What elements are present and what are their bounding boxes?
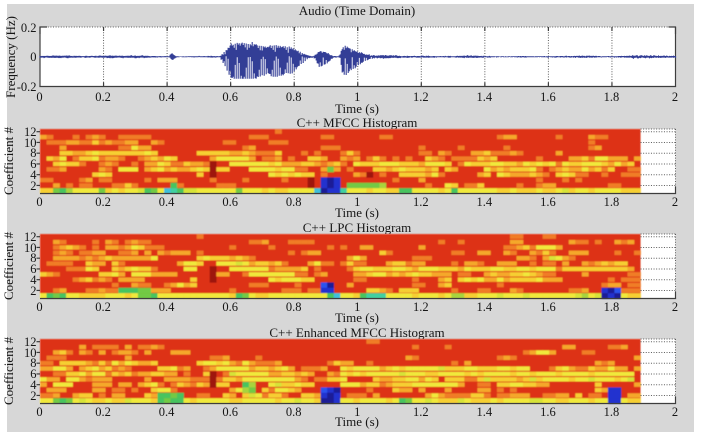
x-tick-label: 0.6	[222, 405, 238, 419]
y-tick-label: 10	[24, 240, 37, 255]
x-tick-label: 0.4	[158, 90, 175, 104]
x-tick-label: 1	[354, 90, 361, 104]
x-tick-label: 2	[671, 405, 679, 419]
audio-title: Audio (Time Domain)	[298, 2, 416, 18]
x-tick-label: 2	[671, 195, 679, 209]
x-tick-label: 0	[36, 300, 43, 314]
x-tick-label: 2	[671, 300, 679, 314]
x-tick-label: 0.2	[95, 300, 111, 314]
lpc-heatmap-plot	[36, 233, 676, 299]
x-tick-label: 0.8	[285, 90, 302, 104]
y-tick-label: 6	[30, 262, 37, 277]
lpc-x-axis-label: Time (s)	[335, 309, 379, 325]
x-tick-label: 0.2	[95, 90, 111, 104]
x-tick-label: 1	[354, 405, 361, 419]
mfcc-x-axis-label: Time (s)	[335, 204, 379, 220]
x-tick-label: 0.2	[95, 195, 111, 209]
y-tick-label: 8	[30, 251, 37, 266]
audio-x-axis-label: Time (s)	[335, 100, 379, 116]
x-tick-label: 0.8	[285, 195, 302, 209]
x-tick-label: 0.6	[222, 300, 238, 314]
x-tick-label: 0.4	[158, 405, 175, 419]
x-tick-label: 0	[36, 195, 43, 209]
x-tick-label: 1.8	[603, 405, 620, 419]
y-tick-label: 6	[30, 367, 37, 382]
mfcc-title: C++ MFCC Histogram	[296, 114, 418, 130]
x-tick-label: 1.4	[476, 90, 493, 104]
enhanced-mfcc-x-axis-label: Time (s)	[335, 414, 379, 429]
x-tick-label: 0.6	[222, 90, 238, 104]
audio-waveform-plot	[38, 26, 676, 88]
y-tick-label: 8	[30, 146, 37, 161]
y-tick-label: 8	[30, 356, 37, 371]
y-tick-label: 4	[30, 167, 37, 182]
x-tick-label: 1.8	[603, 90, 620, 104]
x-tick-label: 0.6	[222, 195, 238, 209]
y-tick-label: 12	[24, 334, 37, 349]
x-tick-label: 0	[36, 405, 43, 419]
lpc-title: C++ LPC Histogram	[302, 219, 412, 235]
x-tick-label: 1.8	[603, 195, 620, 209]
x-tick-label: 0	[36, 90, 43, 104]
y-tick-label: 2	[30, 388, 37, 403]
x-tick-label: 1.4	[476, 195, 493, 209]
x-tick-label: 1.8	[603, 300, 620, 314]
enhanced-mfcc-title: C++ Enhanced MFCC Histogram	[269, 324, 445, 340]
x-tick-label: 1.2	[412, 195, 429, 209]
x-tick-label: 1.4	[476, 405, 493, 419]
x-tick-label: 1	[354, 195, 361, 209]
y-tick-label: 12	[24, 229, 37, 244]
x-tick-label: 1.2	[412, 405, 429, 419]
y-tick-label: 10	[24, 345, 37, 360]
y-tick-label: 4	[30, 272, 37, 287]
x-tick-label: 1.6	[540, 405, 556, 419]
x-tick-label: 0.4	[158, 300, 175, 314]
x-tick-label: 0.4	[158, 195, 175, 209]
x-tick-label: 1	[354, 300, 361, 314]
y-tick-label: 0.2	[20, 20, 37, 35]
y-tick-label: 12	[24, 124, 37, 139]
y-tick-label: 2	[30, 283, 37, 298]
x-tick-label: 1.6	[540, 90, 556, 104]
x-tick-label: 0.8	[285, 405, 302, 419]
x-tick-label: 0.2	[95, 405, 111, 419]
x-tick-label: 2	[671, 90, 679, 104]
x-tick-label: 1.4	[476, 300, 493, 314]
x-tick-label: 1.2	[412, 300, 429, 314]
y-tick-label: 2	[30, 178, 37, 193]
y-tick-label: 6	[30, 157, 37, 172]
y-tick-label: 4	[30, 377, 37, 392]
x-tick-label: 1.6	[540, 195, 556, 209]
enhanced-mfcc-heatmap-plot	[36, 338, 676, 404]
x-tick-label: 1.2	[412, 90, 429, 104]
y-tick-label: -0.2	[16, 80, 37, 94]
y-tick-label: 10	[24, 135, 37, 150]
x-tick-label: 0.8	[285, 300, 302, 314]
y-tick-label: 0	[30, 50, 37, 65]
x-tick-label: 1.6	[540, 300, 556, 314]
mfcc-heatmap-plot	[36, 128, 676, 194]
